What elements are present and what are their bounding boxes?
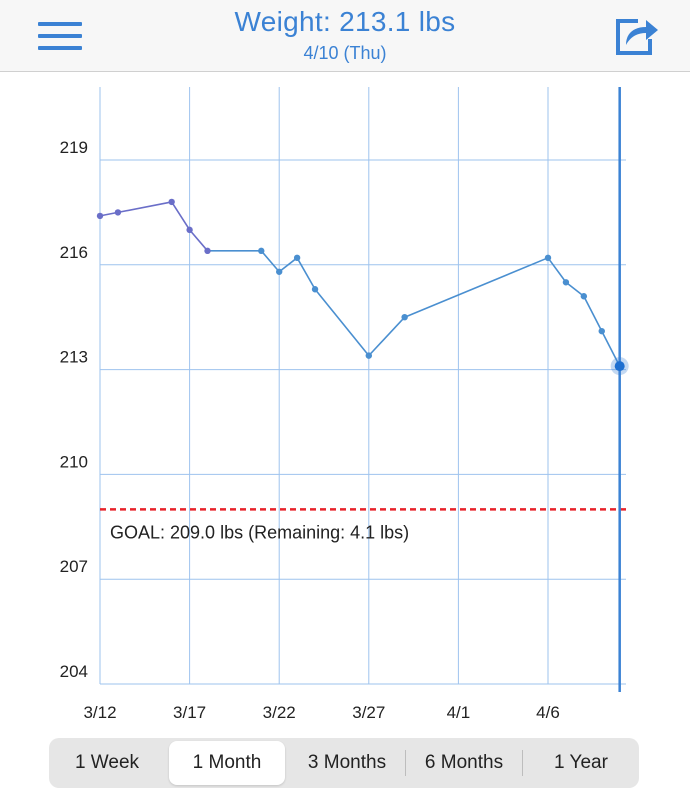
series-segment xyxy=(404,257,549,318)
x-tick-label: 4/6 xyxy=(536,703,560,722)
data-point[interactable] xyxy=(562,279,570,286)
data-point[interactable] xyxy=(580,293,588,300)
y-tick-label: 216 xyxy=(60,243,88,262)
y-tick-label: 219 xyxy=(60,138,88,157)
selected-point[interactable] xyxy=(614,361,625,372)
share-icon[interactable] xyxy=(614,15,660,57)
range-segmented-control: 1 Week 1 Month 3 Months 6 Months 1 Year xyxy=(49,738,639,788)
data-point[interactable] xyxy=(114,209,122,216)
y-tick-label: 207 xyxy=(60,557,88,576)
series-segment xyxy=(565,281,585,297)
series-segment xyxy=(188,229,209,252)
segment-divider xyxy=(405,750,406,776)
segment-divider xyxy=(165,750,166,776)
data-point[interactable] xyxy=(401,314,408,321)
data-point[interactable] xyxy=(258,247,265,255)
series-segment xyxy=(314,288,370,357)
weight-chart: 204 207 210 213 216 219 3/12 3/17 3/22 3/27 4/1 4/6… xyxy=(60,87,629,722)
data-point[interactable] xyxy=(311,286,319,293)
x-tick-label: 3/22 xyxy=(263,703,296,722)
date-subtitle: 4/10 (Thu) xyxy=(303,43,387,63)
series-segment xyxy=(368,316,406,357)
x-tick-label: 3/17 xyxy=(173,703,206,722)
series-segment xyxy=(278,257,298,273)
data-point[interactable] xyxy=(365,352,372,359)
y-tick-label: 204 xyxy=(60,662,88,681)
page-title: Weight: 213.1 lbs xyxy=(234,6,456,37)
x-tick-label: 3/12 xyxy=(83,703,116,722)
goal-label: GOAL: 209.0 lbs (Remaining: 4.1 lbs) xyxy=(110,522,409,542)
x-tick-label: 3/27 xyxy=(352,703,385,722)
data-point[interactable] xyxy=(276,268,283,275)
segment-divider xyxy=(522,750,523,776)
range-tab-1-year[interactable]: 1 Year xyxy=(554,752,608,773)
y-tick-label: 210 xyxy=(60,452,88,471)
data-point[interactable] xyxy=(204,247,211,255)
range-tab-6-months[interactable]: 6 Months xyxy=(424,752,504,773)
hamburger-menu-icon[interactable] xyxy=(38,20,82,52)
series-segment xyxy=(260,250,280,273)
series-segment xyxy=(547,257,567,283)
data-point[interactable] xyxy=(544,254,552,262)
series-segment xyxy=(117,201,172,214)
series-segment xyxy=(583,295,603,332)
range-tab-3-months[interactable]: 3 Months xyxy=(307,752,387,773)
series-segment xyxy=(171,201,191,231)
data-point[interactable] xyxy=(168,198,175,206)
series-segment xyxy=(296,257,316,290)
data-point[interactable] xyxy=(186,226,193,234)
top-bar: Weight: 213.1 lbs 4/10 (Thu) xyxy=(0,0,690,72)
y-tick-label: 213 xyxy=(60,348,88,367)
range-tab-1-month[interactable]: 1 Month xyxy=(169,741,285,785)
data-point[interactable] xyxy=(293,254,301,262)
series-segment xyxy=(601,330,621,367)
data-point[interactable] xyxy=(96,212,104,220)
range-tab-1-week[interactable]: 1 Week xyxy=(74,752,140,773)
x-tick-label: 4/1 xyxy=(447,703,471,722)
data-point[interactable] xyxy=(598,327,605,335)
